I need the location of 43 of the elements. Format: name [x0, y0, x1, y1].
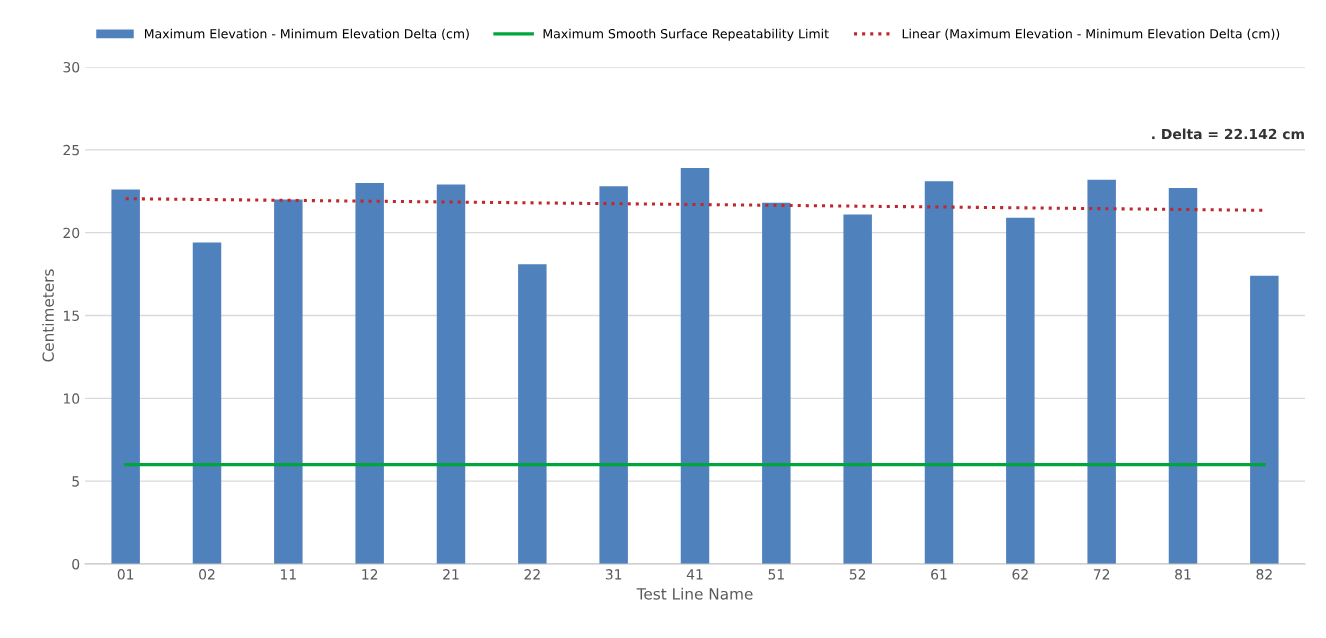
x-tick-label: 31 — [605, 569, 622, 580]
legend-label: Maximum Smooth Surface Repeatability Limit — [543, 28, 829, 41]
bar — [1006, 217, 1035, 564]
x-tick-label: 01 — [117, 569, 134, 580]
legend-label: Linear (Maximum Elevation - Minimum Elevation Delta (cm)) — [902, 28, 1280, 40]
x-tick-label: 82 — [1256, 569, 1272, 580]
y-axis-title: Centimeters — [42, 269, 54, 362]
bar — [274, 199, 303, 564]
bar — [436, 184, 466, 564]
bar — [355, 182, 384, 564]
y-tick-label: 0 — [72, 558, 80, 570]
y-tick-label: 25 — [63, 144, 79, 156]
x-tick-label: 52 — [849, 569, 866, 580]
x-tick-label: 12 — [362, 569, 378, 580]
bar — [518, 264, 547, 564]
x-axis-title: Test Line Name — [636, 587, 753, 600]
x-tick-label: 11 — [281, 569, 296, 580]
x-tick-label: 51 — [768, 569, 784, 580]
bar — [1087, 179, 1116, 564]
legend-label: Maximum Elevation - Minimum Elevation Delta (cm) — [144, 28, 469, 40]
bar — [599, 186, 628, 564]
annotation: . Delta = 22.142 cm — [1152, 128, 1304, 140]
bar — [192, 242, 222, 564]
x-tick-label: 72 — [1093, 569, 1110, 580]
x-tick-label: 41 — [686, 569, 703, 580]
x-tick-label: 81 — [1175, 569, 1191, 580]
x-tick-label: 61 — [931, 569, 947, 580]
y-tick-label: 5 — [72, 476, 79, 487]
x-tick-label: 62 — [1012, 569, 1028, 580]
bar — [762, 202, 791, 564]
bar — [924, 181, 954, 564]
x-tick-label: 22 — [524, 569, 540, 580]
bar — [680, 168, 710, 564]
bar — [1250, 275, 1279, 564]
x-tick-label: 21 — [443, 569, 459, 580]
x-tick-label: 02 — [199, 569, 215, 580]
bar — [843, 214, 872, 564]
y-tick-label: 10 — [63, 393, 80, 404]
y-tick-label: 15 — [63, 310, 79, 321]
bar — [111, 189, 140, 564]
bar — [1168, 187, 1198, 564]
y-tick-label: 20 — [63, 227, 80, 239]
y-tick-label: 30 — [63, 61, 80, 73]
